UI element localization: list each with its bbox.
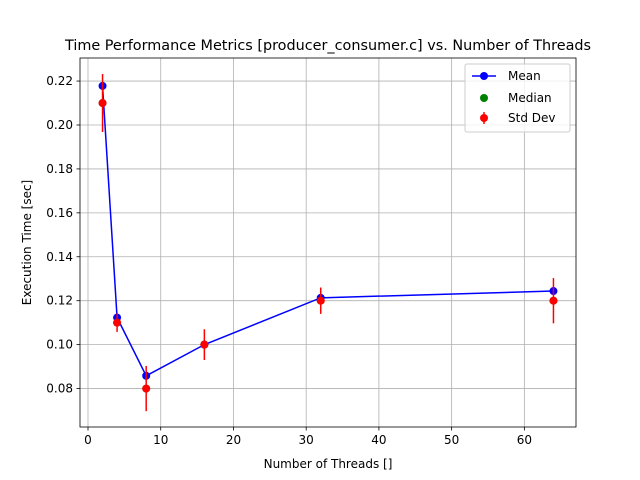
- stddev-point: [549, 296, 558, 305]
- stddev-point: [142, 384, 151, 393]
- legend-box: [464, 63, 571, 133]
- x-axis-label: Number of Threads []: [264, 457, 393, 471]
- axis-ticks: 0 10 20 30 40 50 60 0.08 0.10 0.12 0.14 0.16 0.18 0.2…: [46, 74, 532, 447]
- y-tick-label: 0.18: [46, 162, 73, 176]
- y-axis-label: Execution Time [sec]: [20, 180, 34, 305]
- x-tick-label: 60: [517, 433, 532, 447]
- x-tick-label: 40: [371, 433, 386, 447]
- grid: [80, 58, 576, 427]
- stddev-point: [113, 318, 122, 327]
- legend: Mean Median Std Dev: [464, 63, 571, 133]
- stddev-point: [316, 296, 325, 305]
- legend-median-marker: [480, 94, 488, 102]
- legend-stddev-label: Std Dev: [508, 111, 555, 125]
- y-tick-label: 0.10: [46, 338, 73, 352]
- stddev-point: [98, 99, 107, 108]
- y-tick-label: 0.22: [46, 74, 73, 88]
- x-tick-label: 10: [153, 433, 168, 447]
- stddev-point: [200, 340, 209, 349]
- x-tick-label: 50: [444, 433, 459, 447]
- x-tick-label: 0: [84, 433, 92, 447]
- legend-stddev-marker: [480, 114, 488, 122]
- legend-mean-label: Mean: [508, 69, 541, 83]
- series: [98, 74, 558, 412]
- x-tick-label: 20: [226, 433, 241, 447]
- y-tick-label: 0.20: [46, 118, 73, 132]
- y-tick-label: 0.12: [46, 294, 73, 308]
- y-tick-label: 0.08: [46, 382, 73, 396]
- y-tick-label: 0.16: [46, 206, 73, 220]
- plot-frame: [79, 57, 577, 428]
- legend-mean-marker: [480, 72, 488, 80]
- x-tick-label: 30: [299, 433, 314, 447]
- y-tick-label: 0.14: [46, 250, 73, 264]
- chart-title: Time Performance Metrics [producer_consu…: [64, 38, 591, 54]
- legend-median-label: Median: [508, 91, 552, 105]
- mean-line: [101, 85, 554, 377]
